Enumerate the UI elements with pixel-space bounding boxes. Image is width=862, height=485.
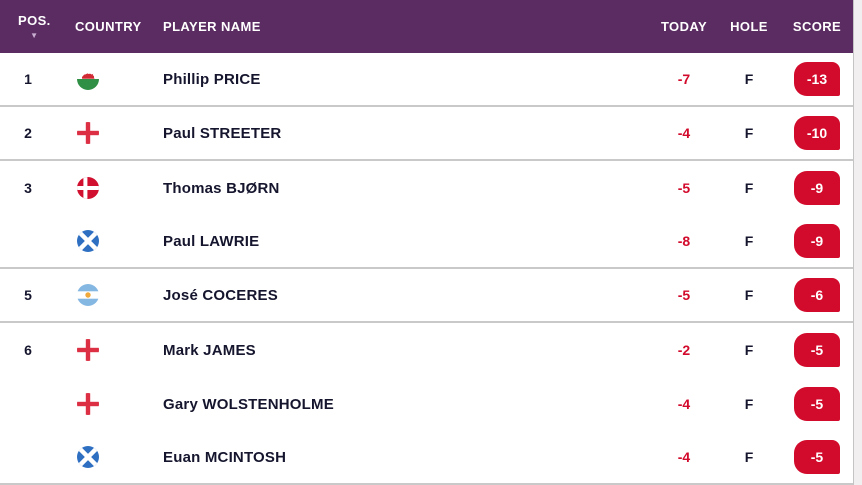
flag-scotland-icon: [77, 230, 99, 252]
score-cell: -10: [781, 116, 853, 150]
header-pos-label: POS.: [18, 13, 51, 28]
position-value: 1: [24, 71, 32, 87]
position-value: 6: [24, 342, 32, 358]
flag-argentina-icon: [77, 284, 99, 306]
hole-value: F: [744, 180, 754, 196]
hole-value: F: [744, 396, 754, 412]
score-cell: -6: [781, 278, 853, 312]
hole-value: F: [744, 125, 754, 141]
hole-value: F: [744, 71, 754, 87]
table-row[interactable]: Euan MCINTOSH -4 F -5: [0, 431, 853, 485]
hole-value: F: [744, 449, 754, 465]
today-value: -2: [677, 342, 691, 358]
flag-england-icon: [77, 122, 99, 144]
today-value: -4: [677, 396, 691, 412]
header-today[interactable]: TODAY: [651, 19, 717, 34]
flag-england-icon: [77, 393, 99, 415]
table-row[interactable]: Gary WOLSTENHOLME -4 F -5: [0, 377, 853, 431]
score-badge: -9: [794, 171, 840, 205]
today-value: -7: [677, 71, 691, 87]
country-cell: [56, 393, 151, 415]
score-cell: -5: [781, 440, 853, 474]
score-badge: -5: [794, 387, 840, 421]
header-player-name-label: PLAYER NAME: [163, 19, 261, 34]
player-name[interactable]: Gary WOLSTENHOLME: [163, 395, 334, 413]
score-cell: -9: [781, 171, 853, 205]
score-badge: -9: [794, 224, 840, 258]
score-badge: -5: [794, 440, 840, 474]
flag-wales-icon: [77, 68, 99, 90]
table-row[interactable]: 1 Phillip PRICE -7 F -13: [0, 53, 853, 107]
flag-scotland-icon: [77, 446, 99, 468]
score-badge: -10: [794, 116, 840, 150]
country-cell: [56, 177, 151, 199]
hole-value: F: [744, 342, 754, 358]
player-name[interactable]: Thomas BJØRN: [163, 179, 280, 197]
score-cell: -9: [781, 224, 853, 258]
player-name[interactable]: Paul LAWRIE: [163, 232, 260, 250]
player-name[interactable]: Paul STREETER: [163, 124, 282, 142]
country-cell: [56, 446, 151, 468]
country-cell: [56, 284, 151, 306]
header-country-label: COUNTRY: [75, 19, 142, 34]
header-country[interactable]: COUNTRY: [56, 19, 151, 34]
flag-denmark-icon: [77, 177, 99, 199]
today-value: -5: [677, 180, 691, 196]
country-cell: [56, 230, 151, 252]
position-value: 3: [24, 180, 32, 196]
today-value: -5: [677, 287, 691, 303]
country-cell: [56, 122, 151, 144]
header-score-label: SCORE: [792, 19, 842, 34]
today-value: -8: [677, 233, 691, 249]
leaderboard-header: POS. ▼ COUNTRY PLAYER NAME TODAY HOLE SC…: [0, 0, 853, 53]
table-row[interactable]: Paul LAWRIE -8 F -9: [0, 215, 853, 269]
player-name[interactable]: Euan MCINTOSH: [163, 448, 287, 466]
score-cell: -5: [781, 387, 853, 421]
leaderboard-body: 1 Phillip PRICE -7 F -13 2 Paul STREETER…: [0, 53, 853, 485]
hole-value: F: [744, 233, 754, 249]
score-cell: -13: [781, 62, 853, 96]
sort-desc-icon[interactable]: ▼: [30, 31, 39, 40]
header-player-name[interactable]: PLAYER NAME: [151, 19, 651, 34]
header-pos[interactable]: POS. ▼: [0, 13, 56, 40]
table-row[interactable]: 3 Thomas BJØRN -5 F -9: [0, 161, 853, 215]
table-row[interactable]: 2 Paul STREETER -4 F -10: [0, 107, 853, 161]
player-name[interactable]: José COCERES: [163, 286, 278, 304]
header-score[interactable]: SCORE: [781, 19, 853, 34]
score-badge: -13: [794, 62, 840, 96]
player-name[interactable]: Phillip PRICE: [163, 70, 261, 88]
flag-england-icon: [77, 339, 99, 361]
position-value: 2: [24, 125, 32, 141]
hole-value: F: [744, 287, 754, 303]
table-row[interactable]: 6 Mark JAMES -2 F -5: [0, 323, 853, 377]
scrollbar-track[interactable]: [853, 0, 862, 485]
country-cell: [56, 339, 151, 361]
country-cell: [56, 68, 151, 90]
today-value: -4: [677, 125, 691, 141]
today-value: -4: [677, 449, 691, 465]
score-badge: -6: [794, 278, 840, 312]
header-today-label: TODAY: [660, 19, 708, 34]
header-hole[interactable]: HOLE: [717, 19, 781, 34]
score-cell: -5: [781, 333, 853, 367]
table-row[interactable]: 5 José COCERES -5 F -6: [0, 269, 853, 323]
position-value: 5: [24, 287, 32, 303]
score-badge: -5: [794, 333, 840, 367]
player-name[interactable]: Mark JAMES: [163, 341, 256, 359]
header-hole-label: HOLE: [730, 19, 768, 34]
